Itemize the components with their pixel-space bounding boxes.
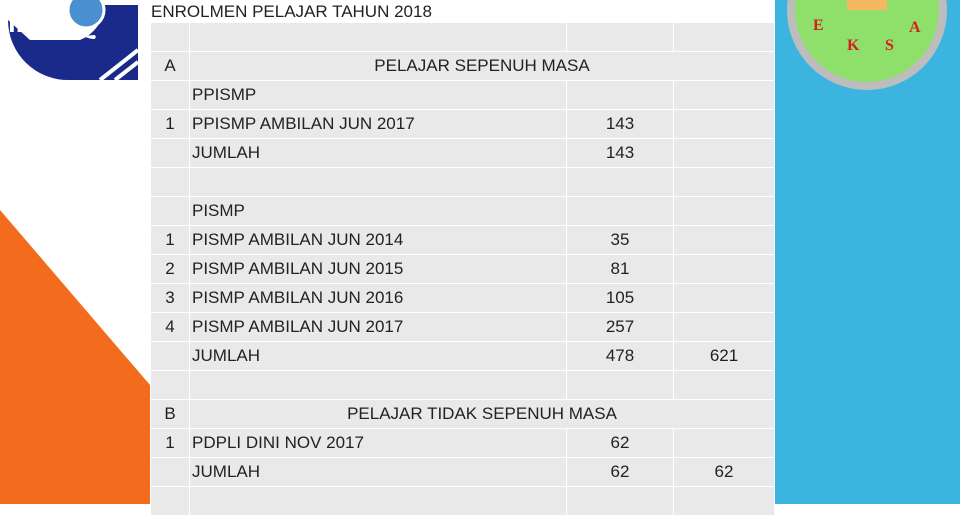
table-row: 1 PPISMP AMBILAN JUN 2017 143 — [150, 109, 775, 139]
table-row: PISMP — [150, 196, 775, 226]
row-number — [150, 22, 190, 52]
row-total — [673, 196, 775, 226]
row-label: PISMP AMBILAN JUN 2017 — [189, 312, 567, 342]
ipg-logo: iPG — [0, 0, 140, 82]
row-value: 143 — [566, 138, 674, 168]
row-number — [150, 196, 190, 226]
row-number — [150, 341, 190, 371]
table-row — [150, 167, 775, 197]
row-value — [566, 22, 674, 52]
row-number: A — [150, 51, 190, 81]
row-value: 81 — [566, 254, 674, 284]
row-number: 2 — [150, 254, 190, 284]
row-value: 143 — [566, 109, 674, 139]
svg-text:A: A — [909, 19, 921, 36]
row-total — [673, 22, 775, 52]
row-total — [673, 312, 775, 342]
row-number — [150, 370, 190, 400]
row-total — [673, 428, 775, 458]
row-label: PPISMP — [189, 80, 567, 110]
table-row: 4 PISMP AMBILAN JUN 2017 257 — [150, 312, 775, 342]
row-label: PISMP AMBILAN JUN 2015 — [189, 254, 567, 284]
row-value — [566, 196, 674, 226]
svg-text:E: E — [813, 17, 824, 34]
row-number: 3 — [150, 283, 190, 313]
row-value — [566, 370, 674, 400]
row-total — [673, 486, 775, 516]
svg-text:S: S — [885, 37, 894, 54]
row-label — [189, 22, 567, 52]
row-total — [673, 254, 775, 284]
row-value — [566, 486, 674, 516]
row-total: 62 — [673, 457, 775, 487]
row-number — [150, 167, 190, 197]
table-row: 1 PDPLI DINI NOV 2017 62 — [150, 428, 775, 458]
row-value: 105 — [566, 283, 674, 313]
row-label — [189, 167, 567, 197]
table-row: B PELAJAR TIDAK SEPENUH MASA — [150, 399, 775, 429]
row-total — [673, 80, 775, 110]
row-number — [150, 80, 190, 110]
row-total — [673, 109, 775, 139]
table-row — [150, 370, 775, 400]
row-value: 62 — [566, 428, 674, 458]
row-label: PDPLI DINI NOV 2017 — [189, 428, 567, 458]
row-value: 62 — [566, 457, 674, 487]
table-row: JUMLAH 478 621 — [150, 341, 775, 371]
row-label: JUMLAH — [189, 138, 567, 168]
row-label — [189, 486, 567, 516]
svg-text:iPG: iPG — [8, 7, 56, 38]
row-total: 621 — [673, 341, 775, 371]
row-value: 478 — [566, 341, 674, 371]
row-total — [673, 167, 775, 197]
slide-title: ENROLMEN PELAJAR TAHUN 2018 — [151, 2, 432, 21]
svg-text:K: K — [847, 37, 860, 54]
section-header: PELAJAR TIDAK SEPENUH MASA — [189, 399, 775, 429]
eksa-logo: E K S A — [785, 0, 950, 92]
row-value: 257 — [566, 312, 674, 342]
row-value — [566, 167, 674, 197]
enrolment-table: A PELAJAR SEPENUH MASA PPISMP 1 PPISMP AMBIL… — [150, 22, 775, 516]
row-label — [189, 370, 567, 400]
section-header: PELAJAR SEPENUH MASA — [189, 51, 775, 81]
row-total — [673, 283, 775, 313]
row-total — [673, 370, 775, 400]
row-value: 35 — [566, 225, 674, 255]
orange-decoration — [0, 0, 150, 504]
row-label: JUMLAH — [189, 341, 567, 371]
row-label: PPISMP AMBILAN JUN 2017 — [189, 109, 567, 139]
row-number — [150, 486, 190, 516]
table-row: JUMLAH 62 62 — [150, 457, 775, 487]
row-number: 4 — [150, 312, 190, 342]
table-row: 3 PISMP AMBILAN JUN 2016 105 — [150, 283, 775, 313]
table-row — [150, 486, 775, 516]
row-value — [566, 80, 674, 110]
table-row: PPISMP — [150, 80, 775, 110]
row-number — [150, 138, 190, 168]
row-number: 1 — [150, 428, 190, 458]
row-number — [150, 457, 190, 487]
table-row: JUMLAH 143 — [150, 138, 775, 168]
row-total — [673, 225, 775, 255]
row-number: 1 — [150, 225, 190, 255]
table-row: 2 PISMP AMBILAN JUN 2015 81 — [150, 254, 775, 284]
row-total — [673, 138, 775, 168]
table-row: A PELAJAR SEPENUH MASA — [150, 51, 775, 81]
row-label: JUMLAH — [189, 457, 567, 487]
row-label: PISMP AMBILAN JUN 2014 — [189, 225, 567, 255]
row-label: PISMP AMBILAN JUN 2016 — [189, 283, 567, 313]
table-row — [150, 22, 775, 52]
table-row: 1 PISMP AMBILAN JUN 2014 35 — [150, 225, 775, 255]
row-label: PISMP — [189, 196, 567, 226]
row-number: 1 — [150, 109, 190, 139]
row-number: B — [150, 399, 190, 429]
